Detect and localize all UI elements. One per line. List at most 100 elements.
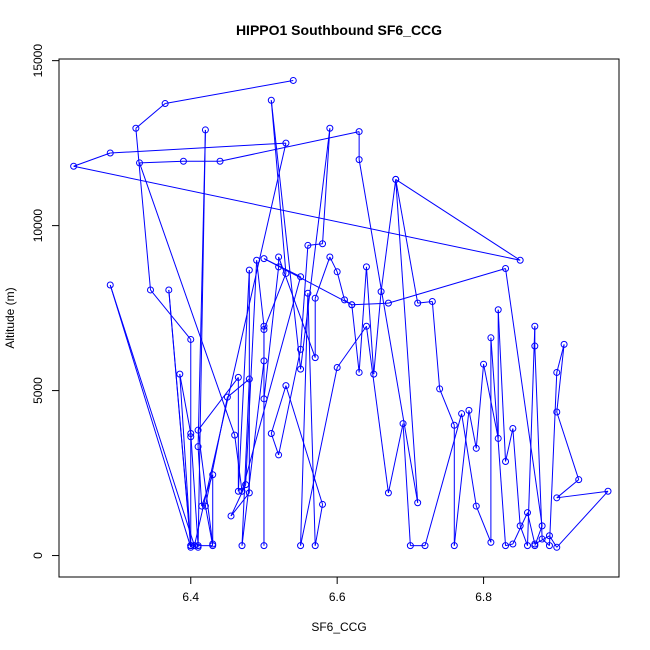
series-line-segment: [300, 128, 331, 370]
data-point: [106, 149, 114, 157]
data-point: [450, 421, 458, 429]
series-line-segment: [300, 245, 309, 350]
data-point: [355, 156, 363, 164]
data-point: [414, 299, 422, 307]
series-line-segment: [278, 349, 302, 456]
data-point: [480, 360, 488, 368]
data-point: [297, 345, 305, 353]
series-line-segment: [373, 291, 382, 375]
series-line-segment: [505, 428, 514, 462]
data-point: [340, 296, 348, 304]
series-line-segment: [241, 379, 250, 546]
series-line-segment: [395, 179, 521, 261]
data-point: [267, 429, 275, 437]
series-line-segment: [237, 270, 250, 492]
data-point: [348, 301, 356, 309]
data-point: [516, 522, 524, 530]
data-point: [575, 476, 583, 484]
data-point: [260, 322, 268, 330]
data-point: [311, 294, 319, 302]
data-point: [384, 489, 392, 497]
data-point: [428, 298, 436, 306]
data-point: [187, 543, 195, 551]
data-point: [545, 542, 553, 550]
data-point: [326, 253, 334, 261]
data-point: [538, 522, 546, 530]
series-line-segment: [109, 284, 192, 548]
data-point: [494, 306, 502, 314]
series-line-segment: [358, 266, 367, 373]
data-point: [260, 395, 268, 403]
data-point: [187, 429, 195, 437]
data-point: [355, 128, 363, 136]
series-line-segment: [179, 374, 192, 546]
data-point: [179, 157, 187, 165]
data-point: [297, 365, 305, 373]
series-line-segment: [270, 433, 280, 456]
series-line-segment: [475, 505, 492, 543]
data-point: [377, 288, 385, 296]
data-point: [414, 499, 422, 507]
series-line-segment: [322, 128, 331, 244]
data-point: [260, 542, 268, 550]
series-line-segment: [139, 160, 184, 164]
data-point: [465, 406, 473, 414]
data-point: [538, 535, 546, 543]
data-point: [304, 241, 312, 249]
data-point: [165, 286, 173, 294]
data-point: [275, 253, 283, 261]
series-line-segment: [230, 484, 247, 517]
data-point: [472, 502, 480, 510]
data-point: [194, 542, 202, 550]
series-line-segment: [388, 268, 506, 304]
series-line-segment: [314, 504, 324, 546]
series-line-segment: [73, 165, 521, 261]
series-line-segment: [204, 505, 214, 546]
data-point: [502, 458, 510, 466]
data-point: [187, 433, 195, 441]
series-line-segment: [556, 479, 580, 499]
data-point: [176, 370, 184, 378]
series-line-segment: [263, 266, 280, 399]
data-point: [260, 357, 268, 365]
series-line-segment: [395, 179, 419, 503]
data-point: [209, 542, 217, 550]
data-point: [553, 494, 561, 502]
x-tick-label: 6.4: [182, 590, 199, 604]
data-point: [245, 266, 253, 274]
series-line-segment: [241, 360, 265, 546]
series-line-segment: [549, 535, 558, 548]
data-point: [297, 542, 305, 550]
data-point: [516, 256, 524, 264]
series-line-segment: [402, 423, 411, 546]
series-line-segment: [461, 413, 477, 507]
series-line-segment: [110, 142, 286, 154]
series-line-segment: [307, 293, 316, 546]
data-point: [326, 124, 334, 132]
series-line-segment: [109, 284, 195, 546]
data-point: [297, 273, 305, 281]
data-point: [450, 542, 458, 550]
data-point: [362, 263, 370, 271]
data-point: [190, 542, 198, 550]
data-point: [487, 334, 495, 342]
series-line-segment: [300, 293, 309, 546]
y-tick-label: 5000: [31, 377, 45, 404]
series-line-segment: [263, 273, 287, 330]
data-point: [311, 354, 319, 362]
series-line-segment: [351, 304, 360, 373]
data-point: [194, 426, 202, 434]
x-tick-label: 6.8: [475, 590, 492, 604]
data-point: [311, 542, 319, 550]
series-line-segment: [314, 256, 331, 299]
data-point: [187, 335, 195, 343]
data-point: [333, 363, 341, 371]
data-point: [531, 542, 539, 550]
series-line-segment: [329, 256, 338, 273]
data-point: [253, 256, 261, 264]
data-point: [231, 431, 239, 439]
series-line-segment: [556, 411, 580, 480]
series-line-segment: [190, 433, 199, 546]
data-point: [509, 425, 517, 433]
